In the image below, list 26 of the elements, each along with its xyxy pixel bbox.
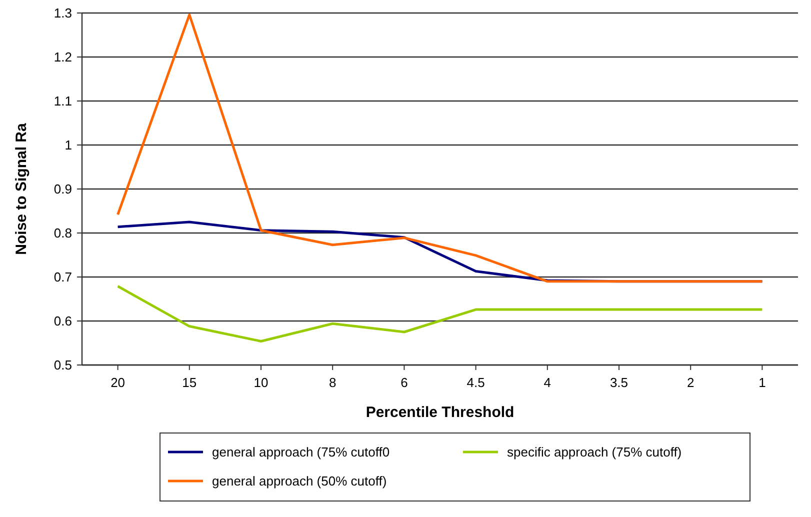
- y-tick-label: 0.7: [54, 270, 72, 285]
- y-tick-label: 0.8: [54, 226, 72, 241]
- x-tick-label: 15: [182, 375, 197, 390]
- x-tick-label: 8: [328, 375, 336, 390]
- x-tick-label: 2: [686, 375, 694, 390]
- line-series: [116, 284, 764, 342]
- y-tick-label: 0.9: [54, 182, 72, 197]
- legend-label: general approach (75% cutoff0: [212, 444, 390, 460]
- legend-label: general approach (50% cutoff): [212, 474, 387, 489]
- x-axis-title: Percentile Threshold: [366, 404, 514, 421]
- line-series: [116, 14, 764, 283]
- x-tick-label: 3.5: [610, 375, 628, 390]
- y-tick-label: 0.6: [54, 314, 72, 329]
- y-tick-label: 0.5: [54, 358, 72, 373]
- x-tick-label: 4: [544, 375, 552, 390]
- x-tick-label: 1: [758, 375, 766, 390]
- legend-label: specific approach (75% cutoff): [507, 444, 682, 460]
- y-tick-label: 1: [64, 138, 72, 153]
- y-tick-label: 1.3: [54, 6, 72, 21]
- x-tick-label: 4.5: [466, 375, 485, 390]
- x-tick-label: 6: [400, 375, 408, 390]
- x-tick-label: 10: [254, 375, 268, 390]
- y-tick-label: 1.2: [54, 50, 72, 65]
- y-axis-title: Noise to Signal Ra: [13, 122, 30, 255]
- x-tick-label: 20: [110, 375, 126, 390]
- y-tick-label: 1.1: [54, 94, 72, 109]
